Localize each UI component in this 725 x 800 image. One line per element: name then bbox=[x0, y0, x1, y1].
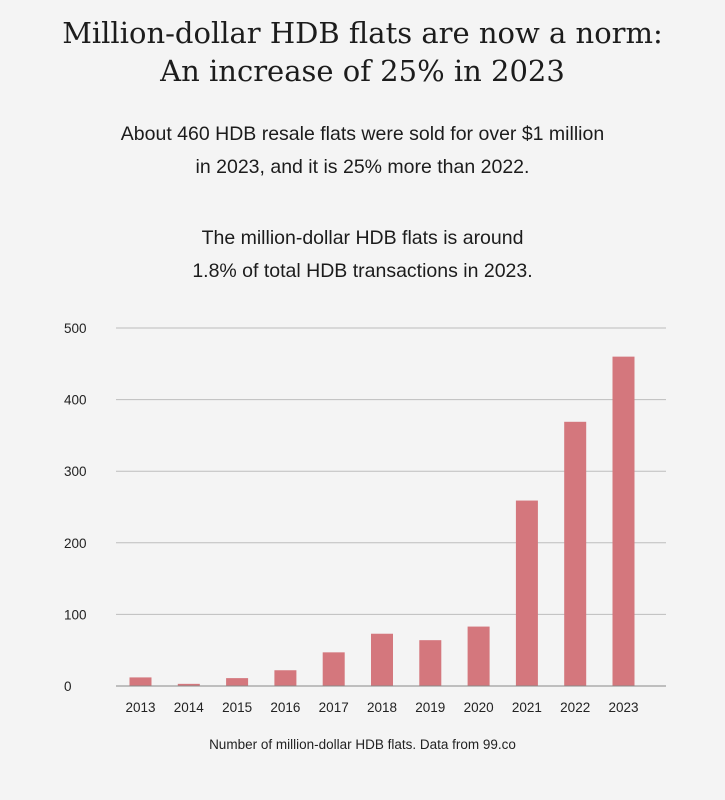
bar-2019 bbox=[419, 640, 442, 686]
subtitle-1-line-1: About 460 HDB resale flats were sold for… bbox=[120, 123, 605, 145]
bar-2023 bbox=[612, 356, 635, 686]
x-tick-label-2016: 2016 bbox=[270, 700, 300, 715]
x-tick-label-2023: 2023 bbox=[608, 700, 638, 715]
x-tick-label-2015: 2015 bbox=[222, 700, 252, 715]
bar-2014 bbox=[177, 683, 200, 686]
y-tick-label-300: 300 bbox=[64, 464, 87, 479]
subtitle-1-line-2: in 2023, and it is 25% more than 2022. bbox=[195, 156, 530, 178]
subtitle-2-line-1: The million-dollar HDB flats is around bbox=[201, 227, 524, 249]
x-tick-label-2019: 2019 bbox=[415, 700, 445, 715]
y-tick-label-0: 0 bbox=[64, 679, 72, 694]
bar-2022 bbox=[564, 421, 587, 686]
subtitle-2-line-2: 1.8% of total HDB transactions in 2023. bbox=[192, 260, 533, 282]
chart-title-line-1: Million-dollar HDB flats are now a norm: bbox=[62, 16, 663, 50]
y-tick-label-100: 100 bbox=[64, 607, 87, 622]
subtitle-paragraph-2: The million-dollar HDB flats is around 1… bbox=[0, 222, 725, 288]
chart-title-line-2: An increase of 25% in 2023 bbox=[160, 54, 565, 88]
bar-2013 bbox=[129, 677, 152, 686]
bar-2020 bbox=[467, 626, 490, 686]
bar-2017 bbox=[322, 652, 345, 686]
bar-2018 bbox=[371, 633, 393, 686]
x-tick-label-2021: 2021 bbox=[512, 700, 542, 715]
bar-2016 bbox=[274, 670, 297, 686]
x-tick-label-2018: 2018 bbox=[367, 700, 397, 715]
y-tick-label-500: 500 bbox=[64, 321, 87, 336]
x-tick-label-2017: 2017 bbox=[319, 700, 349, 715]
y-tick-label-200: 200 bbox=[64, 536, 87, 551]
y-tick-label-400: 400 bbox=[64, 393, 87, 408]
x-tick-label-2020: 2020 bbox=[464, 700, 494, 715]
bar-2015 bbox=[226, 678, 249, 686]
subtitle-paragraph-1: About 460 HDB resale flats were sold for… bbox=[0, 118, 725, 184]
bar-chart: 0 100 200 300 400 500 2013 2014 2015 2016 2017 2018… bbox=[64, 321, 666, 715]
x-tick-label-2013: 2013 bbox=[125, 700, 155, 715]
chart-caption: Number of million-dollar HDB flats. Data… bbox=[209, 737, 516, 752]
x-tick-label-2022: 2022 bbox=[560, 700, 590, 715]
x-tick-label-2014: 2014 bbox=[174, 700, 205, 715]
bar-2021 bbox=[515, 500, 538, 686]
chart-title: Million-dollar HDB flats are now a norm:… bbox=[0, 14, 725, 90]
